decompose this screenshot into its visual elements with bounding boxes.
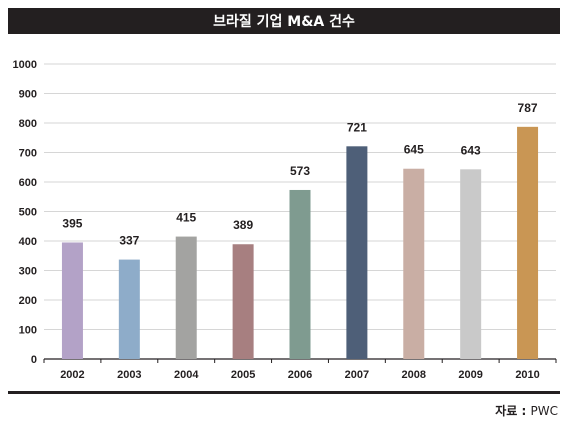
data-label: 337 bbox=[119, 234, 139, 248]
x-tick-label: 2008 bbox=[402, 369, 426, 381]
x-tick-label: 2005 bbox=[231, 369, 255, 381]
bar bbox=[175, 236, 197, 359]
data-label: 573 bbox=[290, 164, 310, 178]
data-label: 415 bbox=[176, 211, 196, 225]
data-label: 643 bbox=[461, 143, 481, 157]
y-tick-label: 0 bbox=[31, 354, 37, 366]
x-tick-label: 2006 bbox=[288, 369, 312, 381]
bar bbox=[403, 168, 425, 359]
y-tick-label: 1000 bbox=[13, 59, 37, 71]
x-tick-label: 2004 bbox=[174, 369, 199, 381]
data-label: 395 bbox=[62, 216, 82, 230]
source-value: PWC bbox=[530, 404, 558, 418]
bar bbox=[460, 169, 482, 359]
bar bbox=[517, 126, 539, 360]
data-label: 787 bbox=[518, 101, 538, 115]
bar bbox=[346, 146, 368, 359]
source-note: 자료 : PWC bbox=[495, 402, 558, 419]
x-tick-label: 2003 bbox=[117, 369, 141, 381]
y-tick-label: 700 bbox=[19, 148, 37, 160]
y-tick-label: 900 bbox=[19, 89, 37, 101]
source-label: 자료 : bbox=[495, 404, 531, 418]
bar bbox=[232, 244, 254, 359]
bottom-divider bbox=[8, 391, 560, 394]
bar bbox=[61, 242, 83, 359]
data-label: 721 bbox=[347, 120, 367, 134]
y-tick-label: 200 bbox=[19, 295, 37, 307]
chart-title: 브라질 기업 M&A 건수 bbox=[8, 8, 560, 34]
y-tick-label: 100 bbox=[19, 325, 37, 337]
y-tick-label: 300 bbox=[19, 266, 37, 278]
data-label: 389 bbox=[233, 218, 253, 232]
y-tick-label: 400 bbox=[19, 236, 37, 248]
x-tick-label: 2007 bbox=[345, 369, 369, 381]
data-label: 645 bbox=[404, 143, 424, 157]
bar bbox=[289, 189, 311, 359]
y-tick-label: 800 bbox=[19, 118, 37, 130]
y-tick-label: 600 bbox=[19, 177, 37, 189]
bar bbox=[118, 259, 140, 359]
x-tick-label: 2010 bbox=[515, 369, 539, 381]
x-tick-label: 2002 bbox=[60, 369, 84, 381]
y-tick-label: 500 bbox=[19, 207, 37, 219]
x-tick-label: 2009 bbox=[458, 369, 482, 381]
